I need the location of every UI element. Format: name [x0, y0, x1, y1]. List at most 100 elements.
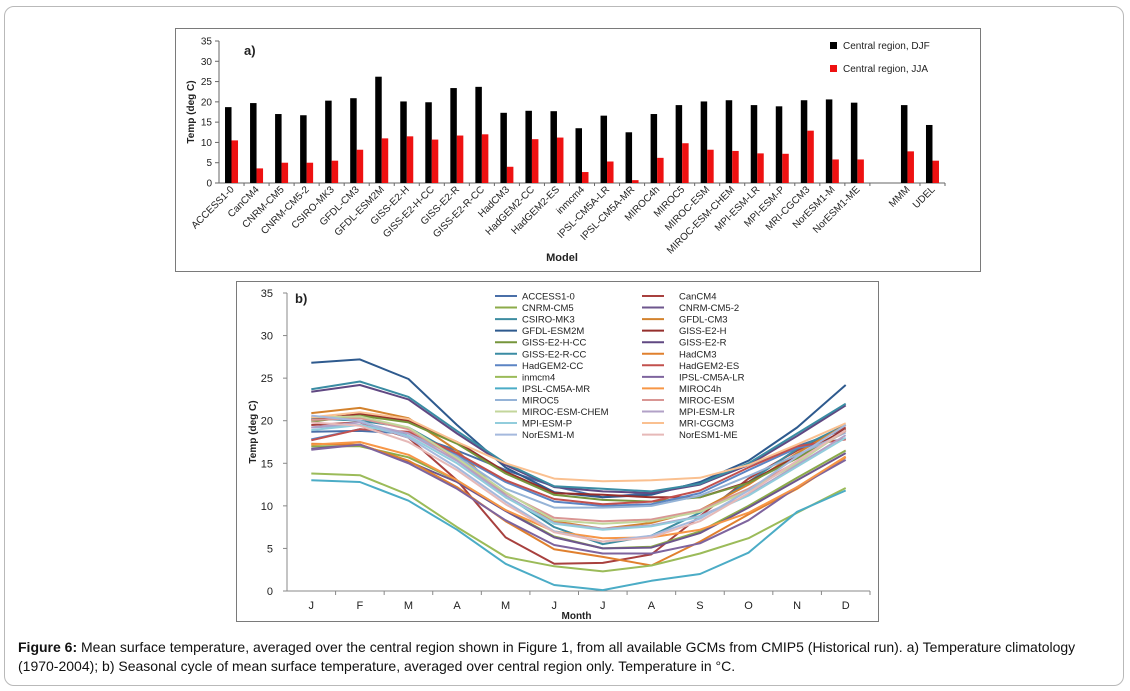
bar-djf [925, 124, 933, 183]
legend-label: IPSL-CM5A-MR [522, 384, 590, 395]
series-line [311, 443, 847, 555]
bar-jja [782, 153, 789, 183]
x-tick-label: M [404, 600, 413, 612]
series-line [311, 441, 847, 540]
figure-caption: Figure 6: Mean surface temperature, aver… [18, 638, 1113, 676]
legend-label: CanCM4 [679, 292, 717, 303]
legend-label: MIROC4h [679, 384, 721, 395]
legend-label: GFDL-ESM2M [522, 326, 584, 337]
bar-jja [707, 149, 714, 183]
bar-djf [700, 101, 708, 183]
x-axis-title: Model [546, 252, 578, 264]
legend-label: CSIRO-MK3 [522, 315, 575, 326]
bar-jja [431, 139, 439, 183]
bar-djf [475, 86, 482, 183]
legend-label: NorESM1-ME [679, 430, 738, 441]
x-tick-label: D [842, 600, 850, 612]
bar-djf [800, 100, 808, 183]
x-tick-label: J [551, 600, 557, 612]
x-tick-label: MMM [887, 184, 912, 209]
legend-label: MPI-ESM-LR [679, 407, 735, 418]
legend-label: GISS-E2-H [679, 326, 727, 337]
series-line [311, 414, 847, 503]
bar-jja [381, 138, 389, 183]
caption-text: Mean surface temperature, averaged over … [18, 639, 1076, 674]
x-tick-label: A [648, 600, 656, 612]
bar-jja [256, 168, 264, 183]
bar-jja [607, 161, 614, 183]
legend-label: MIROC5 [522, 395, 559, 406]
bar-jja [682, 143, 689, 183]
y-tick-label: 20 [201, 97, 213, 108]
bar-djf [625, 132, 633, 183]
bar-jja [231, 140, 239, 183]
y-axis-title: Temp (deg C) [186, 80, 197, 143]
legend-label: HadCM3 [679, 349, 717, 360]
series-line [311, 411, 847, 483]
y-tick-label: 30 [261, 331, 273, 343]
bar-jja [907, 151, 914, 183]
y-tick-label: 30 [201, 57, 213, 68]
bar-djf [850, 102, 858, 183]
legend-label: GISS-E2-R-CC [522, 349, 587, 360]
bar-djf [500, 112, 507, 183]
legend-label: CNRM-CM5 [522, 303, 574, 314]
bar-djf [425, 102, 432, 183]
legend-label: MRI-CGCM3 [679, 419, 734, 430]
caption-label: Figure 6: [18, 639, 78, 655]
y-tick-label: 5 [267, 543, 273, 555]
bar-djf [550, 111, 557, 183]
bar-djf [825, 99, 833, 183]
legend-label: inmcm4 [522, 372, 555, 383]
x-tick-label: A [453, 600, 461, 612]
series-line [311, 442, 847, 567]
bar-jja [807, 130, 814, 183]
x-tick-label: J [600, 600, 606, 612]
bar-jja [556, 137, 564, 183]
y-tick-label: 35 [201, 37, 213, 48]
legend-label: ACCESS1-0 [522, 292, 575, 303]
bar-jja [732, 150, 739, 183]
x-tick-label: O [744, 600, 753, 612]
x-tick-label: F [357, 600, 364, 612]
bar-djf [900, 105, 908, 183]
y-tick-label: 35 [261, 288, 273, 300]
legend-swatch [830, 42, 837, 49]
bar-djf [750, 105, 758, 183]
legend-label: MPI-ESM-P [522, 419, 572, 430]
bar-djf [675, 105, 683, 183]
x-tick-label: J [309, 600, 315, 612]
series-line [311, 358, 847, 499]
chart-b: 0 5 10 15 20 25 30 35 J F M A M J J A S O N Db) Month Temp (d… [248, 288, 871, 621]
y-tick-label: 25 [261, 373, 273, 385]
series-line [311, 472, 847, 573]
bar-djf [350, 98, 357, 183]
bar-djf [275, 114, 282, 183]
series-line [311, 421, 847, 530]
bar-jja [481, 134, 489, 183]
legend-label: GFDL-CM3 [679, 315, 728, 326]
bar-jja [356, 149, 364, 183]
bar-djf [325, 100, 332, 183]
bar-jja [281, 162, 289, 183]
chart-a-panel: 0 5 10 15 20 25 30 35 ACCESS1-0 CanCM4 CNRM-CM5 CNR… [175, 28, 981, 272]
y-tick-label: 15 [201, 118, 213, 129]
bar-djf [600, 115, 608, 183]
chart-a: 05101520253035ACCESS1-0CanCM4CNRM-CM5CNR… [186, 37, 946, 264]
legend-label: IPSL-CM5A-LR [679, 372, 745, 383]
y-tick-label: 0 [206, 179, 212, 190]
legend-label: Central region, JJA [843, 64, 928, 75]
bar-jja [306, 162, 314, 183]
legend-label: CNRM-CM5-2 [679, 303, 739, 314]
series-line [311, 384, 847, 495]
y-tick-label: 0 [267, 586, 273, 598]
bar-jja [406, 136, 414, 183]
y-axis-title: Temp (deg C) [248, 400, 259, 463]
bar-jja [832, 159, 839, 183]
legend-label: NorESM1-M [522, 430, 574, 441]
y-tick-label: 5 [206, 158, 212, 169]
bar-jja [331, 160, 339, 183]
x-tick-label: UDEL [911, 184, 938, 211]
y-tick-label: 15 [261, 458, 273, 470]
